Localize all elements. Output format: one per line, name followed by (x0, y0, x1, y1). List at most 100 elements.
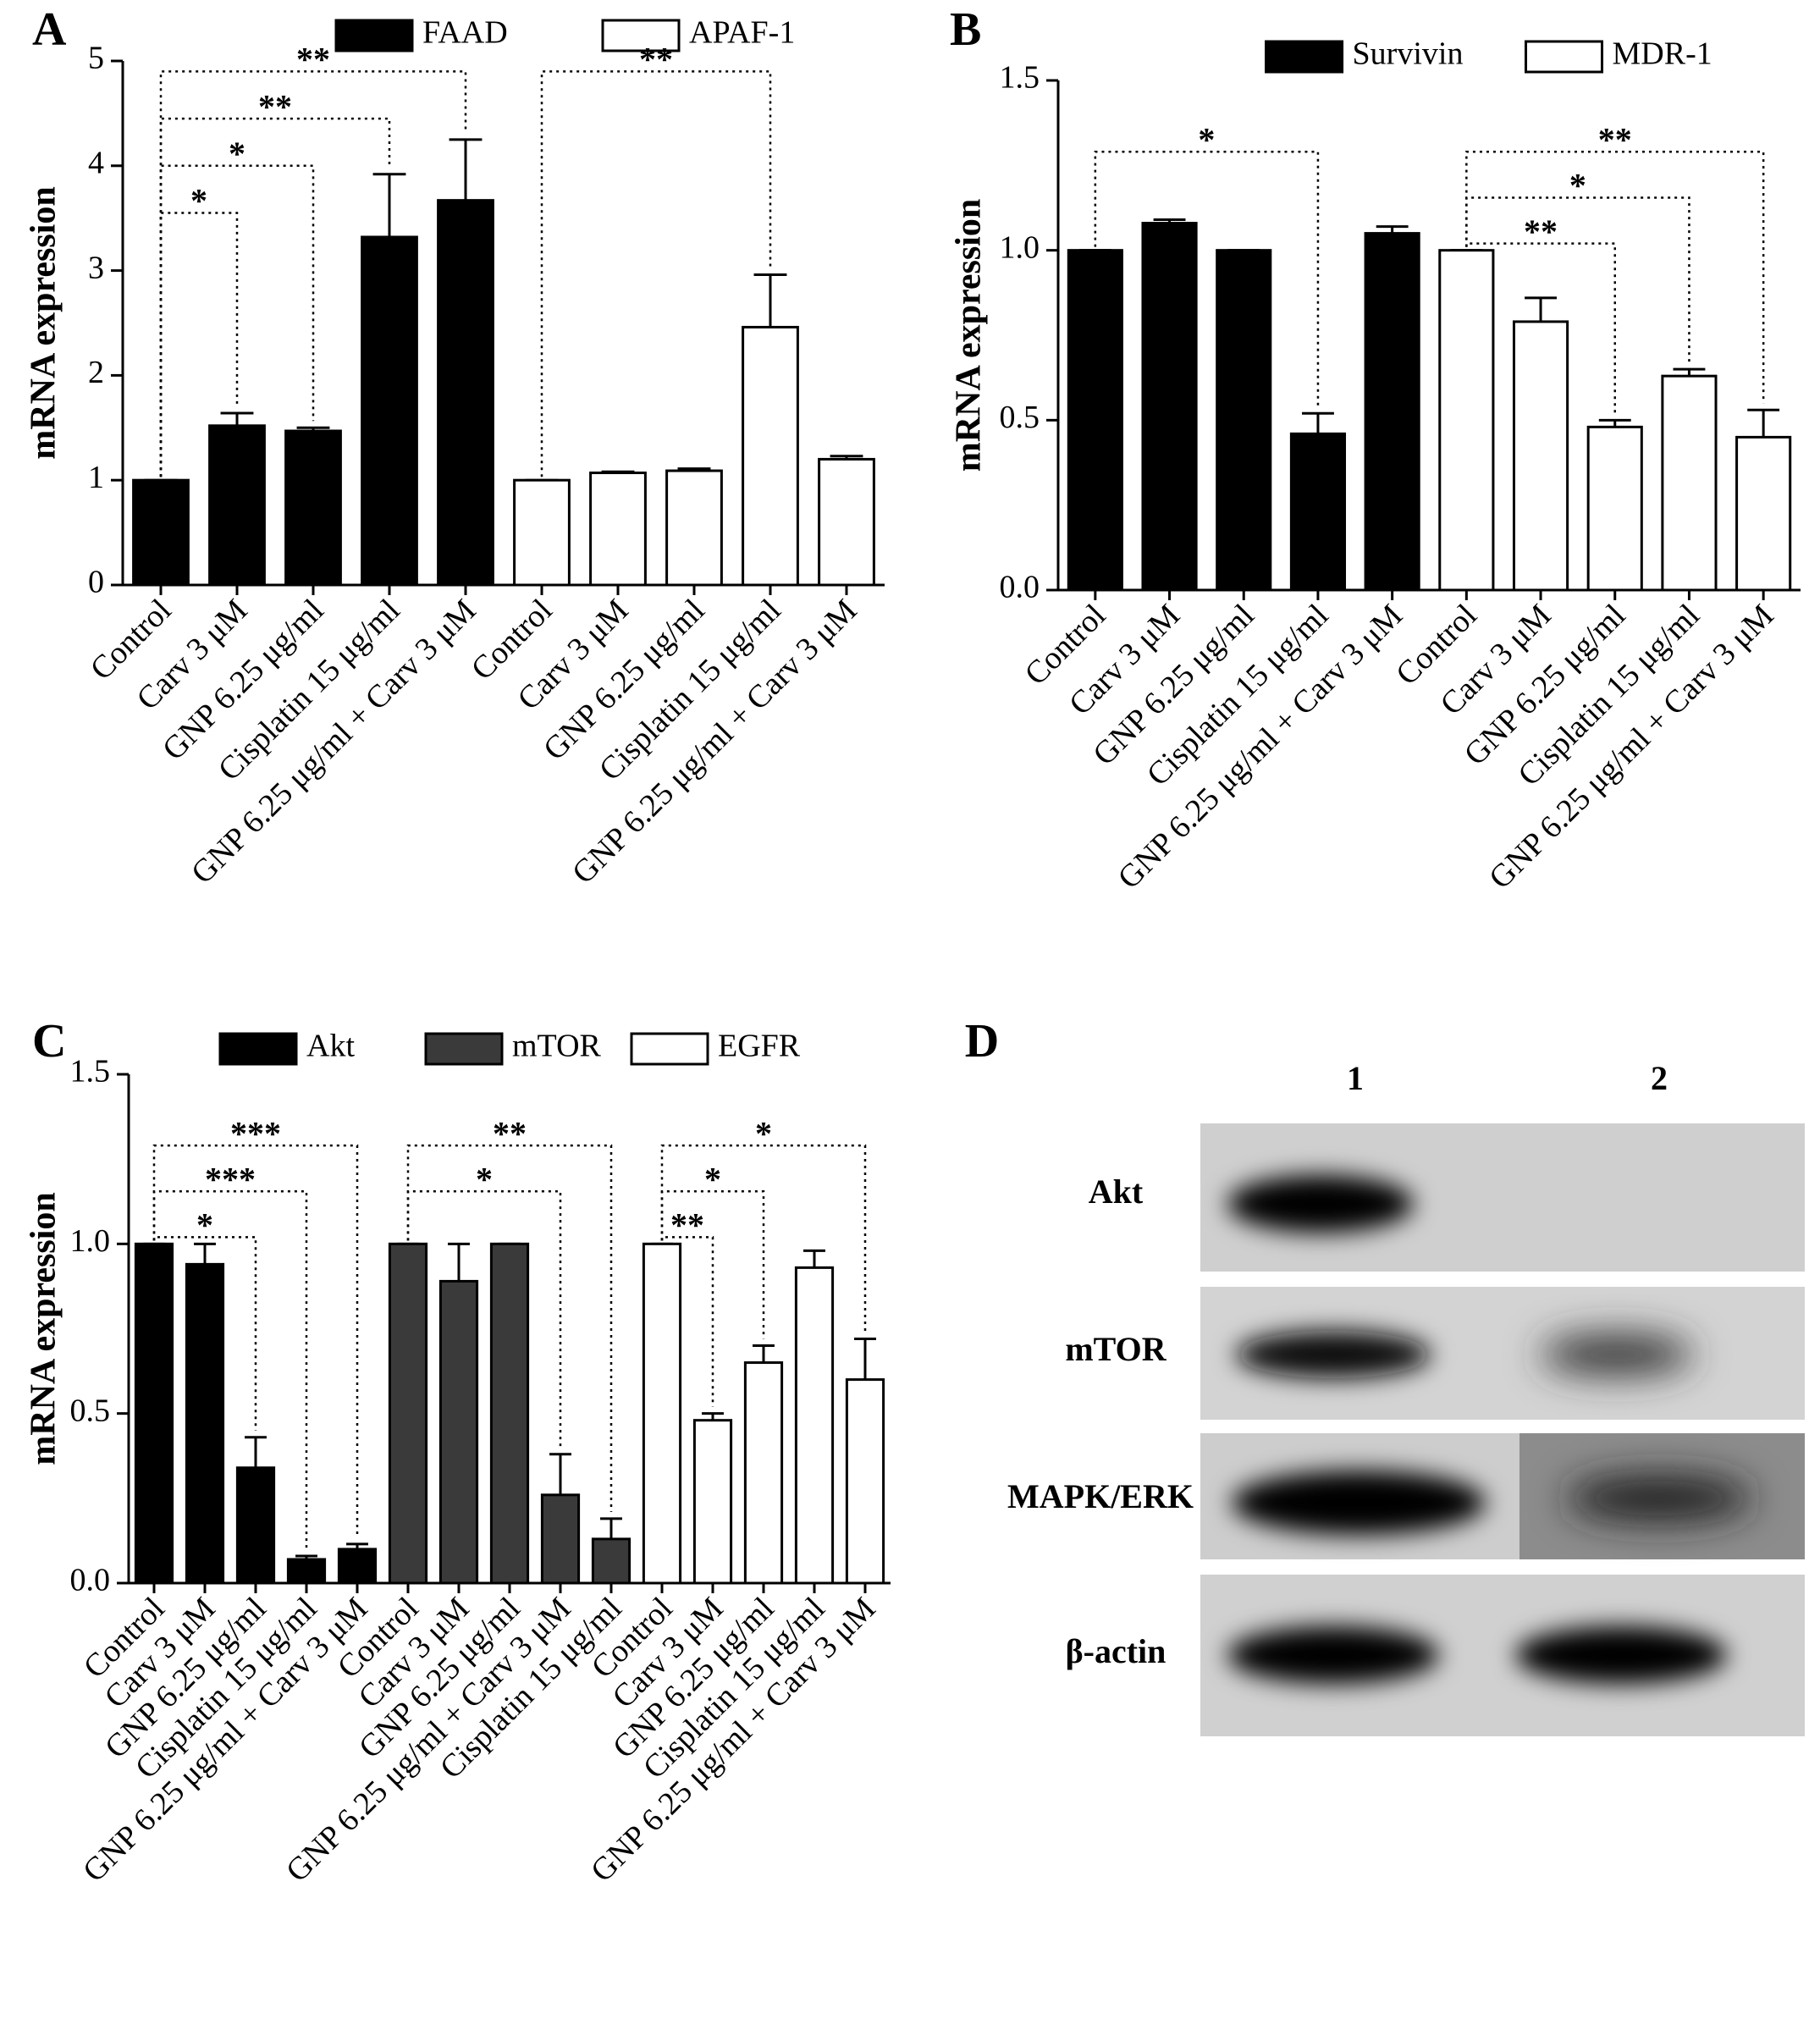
legend-swatch (601, 19, 681, 52)
bar (1735, 435, 1792, 592)
y-tick-label: 3 (88, 250, 104, 285)
bar (1067, 249, 1123, 592)
row-label: β-actin (1066, 1632, 1166, 1670)
y-tick-label: 0.0 (70, 1563, 111, 1598)
bar (337, 1548, 378, 1585)
legend-label: Survivin (1353, 36, 1464, 72)
y-tick-label: 5 (88, 41, 104, 76)
bar (286, 1558, 327, 1585)
significance-label: * (196, 1206, 213, 1244)
significance-label: ** (639, 41, 673, 79)
y-tick-label: 1.0 (1000, 229, 1040, 265)
bar (742, 325, 799, 587)
bar (284, 429, 342, 587)
significance-label: * (476, 1160, 493, 1198)
band (1236, 1331, 1431, 1378)
y-axis-label: mRNA expression (950, 199, 989, 472)
band (1227, 1626, 1439, 1684)
bar (134, 1242, 174, 1585)
bar (489, 1242, 530, 1585)
bar (438, 1279, 479, 1585)
row-label: MAPK/ERK (1007, 1477, 1194, 1515)
bar (1438, 249, 1495, 592)
bar (589, 472, 647, 587)
y-tick-label: 4 (88, 146, 104, 181)
bar (513, 478, 571, 587)
bar (1586, 425, 1643, 592)
legend-swatch (630, 1032, 709, 1066)
lane-label: 2 (1651, 1059, 1668, 1097)
legend-swatch (424, 1032, 504, 1066)
bar (591, 1537, 631, 1585)
significance-bracket (1465, 151, 1765, 404)
significance-label: ** (670, 1206, 704, 1244)
significance-label: ** (1524, 212, 1558, 251)
significance-label: * (755, 1114, 772, 1152)
significance-label: ** (493, 1114, 527, 1152)
significance-label: *** (205, 1160, 256, 1198)
bar (1141, 222, 1198, 592)
significance-bracket (159, 117, 391, 477)
bar (437, 199, 494, 587)
row-label: Akt (1089, 1173, 1144, 1211)
panel-letter: B (950, 3, 981, 56)
bar (208, 424, 266, 587)
significance-label: * (190, 182, 207, 220)
significance-bracket (152, 1189, 308, 1549)
bar (1661, 374, 1718, 592)
panel-letter: C (32, 1015, 66, 1068)
bar (692, 1419, 733, 1585)
significance-label: * (1569, 167, 1586, 205)
legend-label: FAAD (422, 15, 508, 51)
significance-bracket (1094, 151, 1320, 407)
significance-bracket (660, 1189, 765, 1339)
band (1566, 1475, 1752, 1522)
significance-bracket (159, 164, 315, 477)
bar (1512, 320, 1569, 592)
legend-label: APAF-1 (689, 15, 795, 51)
bar (132, 478, 190, 587)
bar (642, 1242, 682, 1585)
legend-label: mTOR (512, 1029, 602, 1064)
bar (361, 235, 418, 587)
y-tick-label: 0.5 (1000, 400, 1040, 435)
significance-label: * (229, 135, 245, 173)
bar (743, 1361, 784, 1585)
y-tick-label: 1.5 (1000, 60, 1040, 96)
legend-swatch (1265, 40, 1344, 74)
significance-label: ** (296, 41, 330, 79)
bar (540, 1493, 581, 1585)
bar (185, 1262, 225, 1585)
legend-label: EGFR (718, 1029, 801, 1064)
band (1515, 1626, 1727, 1684)
significance-bracket (406, 1144, 613, 1512)
significance-bracket (152, 1144, 359, 1537)
band (1541, 1334, 1693, 1375)
significance-label: * (1198, 120, 1215, 158)
y-tick-label: 2 (88, 355, 104, 390)
bar (235, 1466, 276, 1585)
y-tick-label: 0 (88, 565, 104, 600)
legend-label: Akt (306, 1029, 355, 1064)
significance-label: ** (258, 87, 292, 125)
bar (1216, 249, 1272, 592)
y-tick-label: 1 (88, 460, 104, 495)
bar (665, 469, 723, 587)
significance-bracket (660, 1144, 867, 1333)
y-tick-label: 1.0 (70, 1223, 111, 1259)
legend-swatch (334, 19, 414, 52)
significance-bracket (406, 1189, 562, 1448)
panel-letter: D (965, 1015, 999, 1068)
bar (794, 1266, 835, 1585)
row-label: mTOR (1065, 1330, 1166, 1368)
lane-label: 1 (1347, 1059, 1364, 1097)
legend-swatch (218, 1032, 298, 1066)
bar (388, 1242, 428, 1585)
panel-letter: A (32, 3, 67, 56)
band (1232, 1470, 1486, 1535)
y-tick-label: 1.5 (70, 1054, 111, 1090)
bar (818, 457, 875, 587)
